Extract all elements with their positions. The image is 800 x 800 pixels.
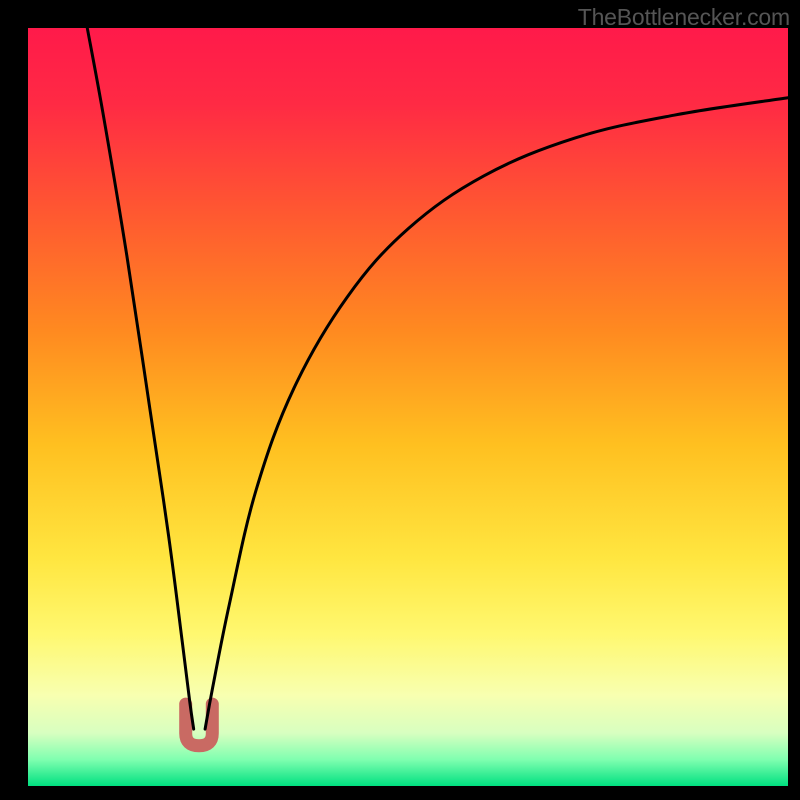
chart-svg — [0, 0, 800, 800]
watermark-label: TheBottlenecker.com — [578, 4, 790, 31]
plot-background — [28, 28, 788, 786]
bottleneck-chart: TheBottlenecker.com — [0, 0, 800, 800]
